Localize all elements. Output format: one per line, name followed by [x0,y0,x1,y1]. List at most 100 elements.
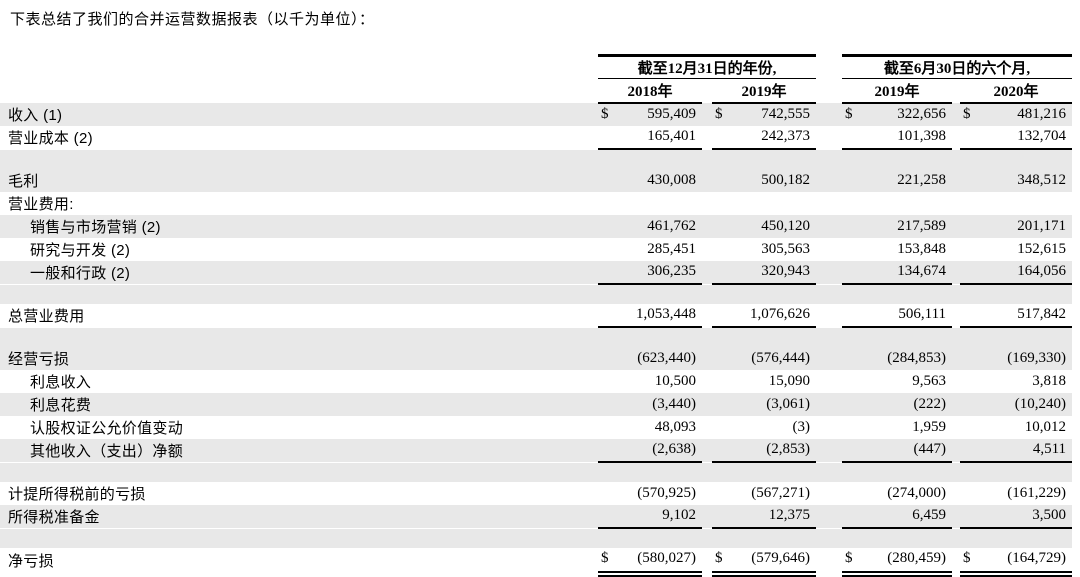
group-gap [816,548,842,574]
spacer-row [0,527,1073,548]
value-cell: 4,511 [960,438,1073,463]
value-cell: 1,076,626 [712,303,817,328]
row-label: 总营业费用 [8,307,85,325]
value-text: (576,444) [751,349,811,366]
value-cell: 461,762 [598,214,702,238]
column-gap [702,238,712,261]
value-cell: 165,401 [598,125,702,150]
value-cell: 450,120 [712,214,817,238]
dollar-sign: $ [601,106,609,122]
column-header-2019: 2019年 [712,78,817,104]
dollar-sign: $ [963,106,971,122]
column-gap [952,168,961,192]
row-label: 毛利 [0,168,598,192]
table-body: 收入 (1) $595,409 $742,555 $322,656 $481,216 营业… [0,102,1073,577]
group-gap [816,346,843,370]
value-cell: $ (579,646) [712,547,817,577]
spacer-cell [0,283,1073,304]
operations-data-table: 截至12月31日的年份, 截至6月30日的六个月, 2018年 2019年 20… [0,54,1073,577]
value-cell: 3,818 [960,370,1072,393]
value-text: (164,729) [1007,549,1067,566]
value-text: 348,512 [1017,171,1067,188]
group-gap [816,192,842,215]
row-label: 计提所得税前的亏损 [8,485,146,503]
column-gap [702,79,712,103]
value-cell: 500,182 [712,168,817,192]
value-text: 320,943 [761,263,811,279]
table-row: 收入 (1) $595,409 $742,555 $322,656 $481,216 [0,102,1073,126]
value-text: (623,440) [637,349,696,366]
column-gap [952,102,961,126]
table-row: 营业成本 (2) 165,401 242,373 101,398 132,704 [0,125,1073,150]
value-cell: (2,853) [712,438,817,463]
value-text: 9,102 [662,507,696,523]
column-group-six-months: 截至6月30日的六个月, [842,54,1073,79]
value-cell [598,192,702,215]
value-text: 221,258 [897,171,947,188]
value-text: 6,459 [912,507,947,523]
value-cell: 101,398 [842,125,953,150]
group-gap [816,79,842,103]
column-gap [952,260,961,284]
row-label: 利息收入 [30,373,92,391]
group-gap [816,260,843,284]
column-gap [952,392,961,416]
spacer-row [0,326,1073,347]
value-text: 3,818 [1032,372,1067,389]
value-text: 517,842 [1017,306,1067,322]
table-row: 一般和行政 (2) 306,235 320,943 134,674 164,056 [0,260,1073,285]
value-cell: 506,111 [842,303,953,328]
table-row: 利息收入 10,500 15,090 9,563 3,818 [0,370,1072,393]
value-cell: (169,330) [960,346,1073,370]
row-label: 研究与开发 (2) [30,241,131,259]
value-text: (222) [913,395,947,412]
page-title: 下表总结了我们的合并运营数据报表（以千为单位）： [10,11,375,28]
value-cell: 152,615 [960,238,1072,261]
column-gap [702,168,712,192]
value-cell: 430,008 [598,168,702,192]
table-row: 所得税准备金 9,102 12,375 6,459 3,500 [0,504,1073,529]
row-label: 所得税准备金 [0,504,598,528]
group-gap [816,126,842,149]
column-gap [702,482,712,505]
group-gap [816,438,843,462]
dollar-sign: $ [715,549,723,566]
value-cell: 217,589 [842,214,953,238]
value-text: 285,451 [647,240,696,257]
table-row: 认股权证公允价值变动 48,093 (3) 1,959 10,012 [0,416,1072,439]
column-gap [702,392,712,416]
value-cell: (3,440) [598,392,702,416]
value-cell [842,192,952,215]
value-text: 500,182 [761,171,811,188]
spacer-row [0,283,1073,304]
value-text: 217,589 [897,217,947,234]
value-cell: $481,216 [960,102,1073,126]
value-text: (579,646) [751,549,811,566]
header-spacer [0,79,598,103]
value-text: (447) [913,441,947,457]
value-cell: 285,451 [598,238,702,261]
value-text: (2,638) [652,441,696,457]
value-cell: (3) [712,416,816,439]
value-cell: $ (280,459) [842,547,953,577]
row-label: 营业成本 (2) [8,129,93,147]
value-cell: 1,053,448 [598,303,702,328]
value-text: 506,111 [898,306,947,322]
value-cell: (567,271) [712,482,816,505]
value-cell: (10,240) [960,392,1073,416]
column-gap [952,504,961,528]
spacer-cell [0,527,1073,548]
value-cell: 221,258 [842,168,953,192]
value-cell: 15,090 [712,370,816,393]
value-text: 430,008 [647,171,696,188]
year-header-row: 2018年 2019年 2019年 2020年 [0,78,1073,104]
column-gap [702,548,712,574]
column-gap [952,192,960,215]
value-cell: 305,563 [712,238,816,261]
table-row: 利息花费 (3,440) (3,061) (222) (10,240) [0,392,1073,416]
value-text: 10,012 [1024,418,1067,435]
value-cell: 48,093 [598,416,702,439]
value-text: 481,216 [1017,106,1067,122]
table-row: 其他收入（支出）净额 (2,638) (2,853) (447) 4,511 [0,438,1073,463]
value-text: 165,401 [647,128,696,144]
